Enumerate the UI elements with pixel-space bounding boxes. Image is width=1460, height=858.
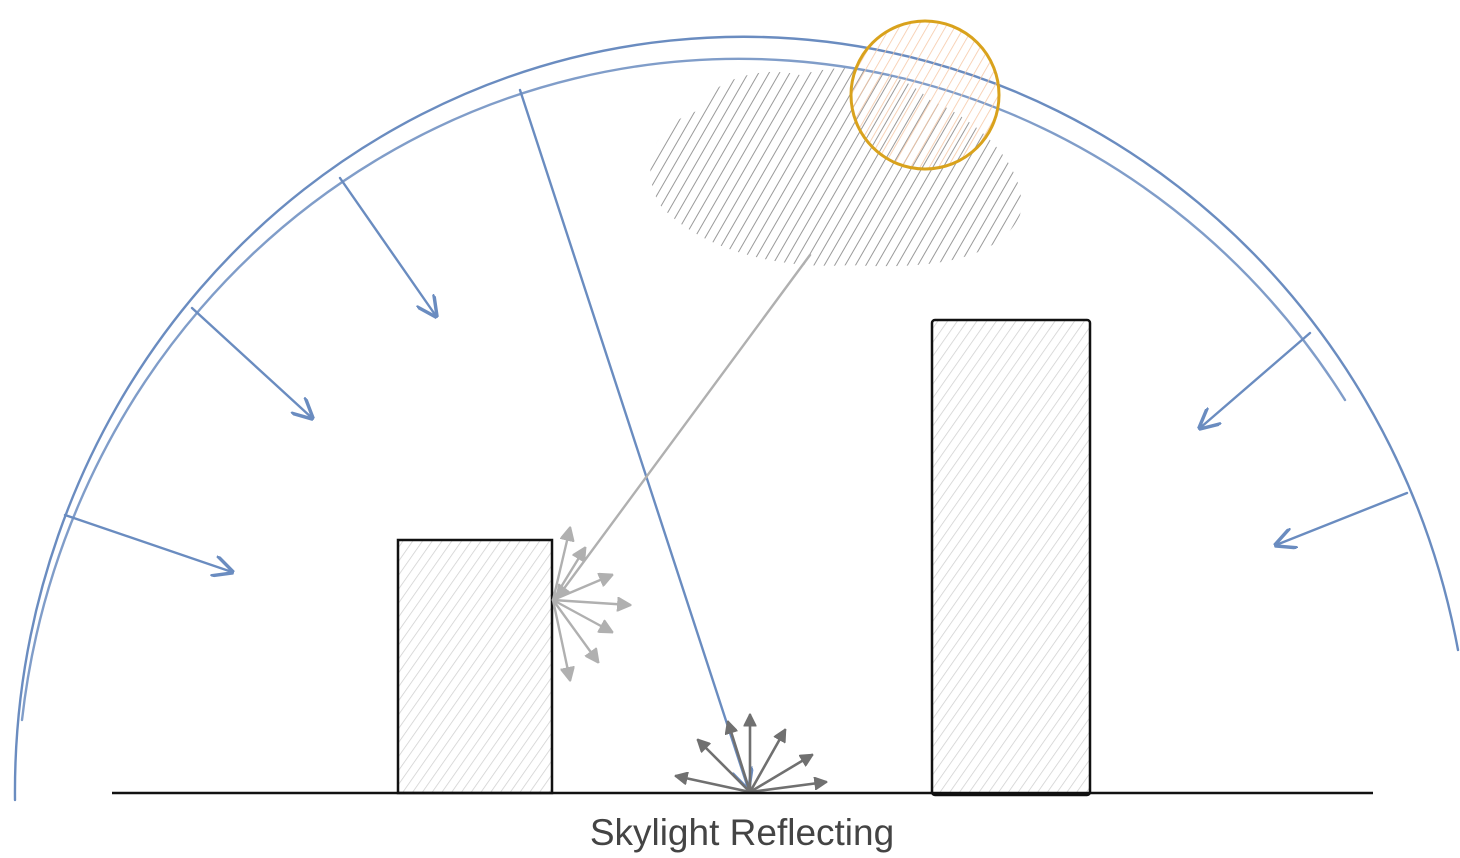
building-scatter — [551, 528, 630, 680]
building-left — [396, 538, 554, 795]
sky-dome-stroke — [20, 57, 1347, 722]
sky-dome — [13, 35, 1460, 802]
sun-ray — [557, 253, 812, 598]
sun — [849, 19, 1001, 171]
sky-arrows — [63, 88, 1409, 788]
ground-scatter — [676, 713, 826, 794]
building-right — [930, 318, 1092, 797]
caption: Skylight Reflecting — [590, 812, 894, 853]
